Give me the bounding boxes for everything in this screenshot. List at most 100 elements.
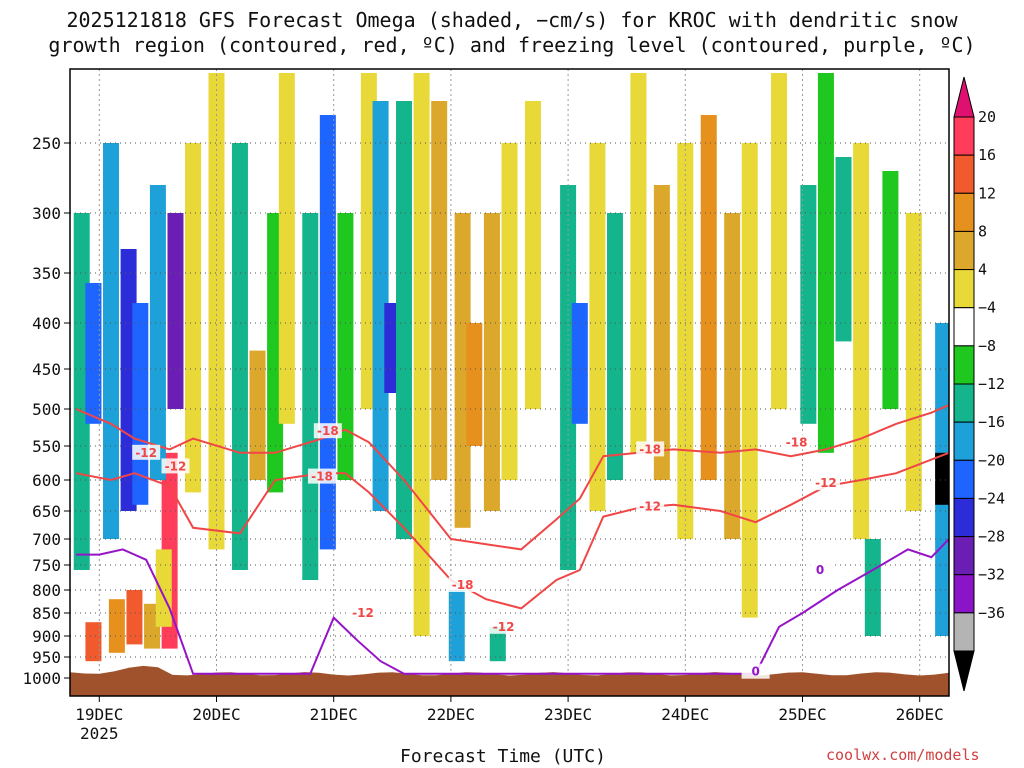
omega-cell: [149, 185, 166, 480]
contour-label: -12: [493, 620, 515, 634]
omega-cell: [589, 143, 606, 511]
contour-label: 0: [816, 563, 824, 577]
colorbar-swatch: [953, 459, 975, 499]
omega-cell: [103, 143, 120, 539]
colorbar-bottom-arrow: [953, 650, 975, 692]
contour-label: -12: [352, 606, 374, 620]
omega-cell: [448, 590, 465, 662]
colorbar-swatch: [953, 383, 975, 423]
omega-cell: [571, 303, 588, 424]
contour-label: -18: [452, 578, 474, 592]
colorbar-label: −8: [978, 337, 996, 355]
colorbar-swatch: [953, 536, 975, 576]
x-tick-label: 26DEC: [896, 705, 944, 724]
omega-cell: [185, 143, 202, 493]
contour-label: -12: [165, 459, 187, 473]
colorbar-swatch: [953, 612, 975, 652]
omega-cell: [108, 599, 125, 653]
colorbar-swatch: [953, 421, 975, 461]
colorbar-label: −24: [978, 489, 1005, 507]
y-tick-label: 300: [32, 204, 61, 223]
contour-label-bg: [132, 444, 161, 460]
x-tick-label: 19DEC: [75, 705, 123, 724]
omega-cell: [155, 549, 172, 627]
omega-cell: [700, 115, 717, 480]
colorbar-label: −28: [978, 528, 1005, 546]
y-tick-label: 800: [32, 581, 61, 600]
omega-cell: [653, 185, 670, 480]
y-tick-label: 850: [32, 604, 61, 623]
contour-label: -18: [639, 442, 661, 456]
colorbar-label: 4: [978, 261, 987, 279]
omega-cell: [396, 101, 413, 539]
colorbar-label: −12: [978, 375, 1005, 393]
omega-cell: [630, 73, 647, 453]
contour-label: 0: [751, 665, 759, 679]
contour-label: -12: [639, 500, 661, 514]
omega-cell: [249, 350, 266, 480]
omega-cell: [85, 283, 102, 424]
colorbar-swatch: [953, 497, 975, 538]
contours: -18 -12 -12 -18 -12 -18 -12 -18 -12 -18 -12 0 0: [75, 404, 949, 679]
omega-cell: [741, 143, 758, 618]
omega-cell: [372, 101, 389, 511]
credit-link[interactable]: coolwx.com/models: [826, 746, 980, 764]
colorbar-swatch: [953, 116, 975, 156]
omega-cell: [905, 213, 922, 511]
contour-label-bg: [489, 618, 518, 634]
omega-cell: [524, 101, 541, 409]
omega-cell: [835, 157, 852, 342]
contour-label-bg: [782, 434, 811, 450]
chart-title-line-2: growth region (contoured, red, ºC) and f…: [48, 33, 976, 57]
omega-cell: [278, 73, 295, 424]
x-tick-label: 23DEC: [544, 705, 592, 724]
colorbar-label: −20: [978, 451, 1005, 469]
colorbar-label: 16: [978, 146, 996, 164]
y-tick-label: 500: [32, 400, 61, 419]
omega-cell: [935, 452, 949, 505]
plot-frame: [69, 68, 950, 697]
omega-cell: [85, 622, 102, 662]
colorbar-swatch: [953, 230, 975, 271]
y-tick-label: 600: [32, 471, 61, 490]
x-tick-label: 25DEC: [778, 705, 826, 724]
contour-line: [75, 404, 949, 551]
contour-label: -18: [786, 435, 808, 449]
colorbar-label: −16: [978, 413, 1005, 431]
contour-label-bg: [349, 605, 377, 620]
colorbar-swatch: [953, 345, 975, 385]
colorbar-label: 8: [978, 222, 987, 240]
y-tick-label: 550: [32, 437, 61, 456]
x-axis: 19DEC 20DEC 21DEC 22DEC 23DEC 24DEC 25DEC 26DEC…: [75, 696, 944, 743]
omega-cell: [864, 539, 881, 636]
y-tick-label: 250: [32, 134, 61, 153]
contour-label-bg: [636, 498, 665, 514]
terrain-ground: [70, 665, 949, 696]
omega-cell: [466, 323, 483, 446]
y-tick-label: 400: [32, 314, 61, 333]
contour-label-bg: [307, 468, 336, 484]
omega-cell: [454, 213, 471, 528]
omega-cell: [431, 101, 448, 480]
omega-cell: [489, 626, 506, 662]
x-year-label: 2025: [80, 724, 119, 743]
colorbar-swatch: [953, 192, 975, 232]
omega-cell: [231, 143, 248, 570]
omega-cell: [817, 73, 834, 453]
chart-title-line-1: 2025121818 GFS Forecast Omega (shaded, −…: [66, 8, 958, 32]
y-tick-label: 450: [32, 360, 61, 379]
y-tick-label: 900: [32, 627, 61, 646]
y-axis: 250 300 350 400 450 500 550 600 650 700 750 800 850 9…: [22, 134, 70, 688]
omega-cell: [724, 213, 741, 539]
y-tick-label: 700: [32, 530, 61, 549]
omega-cell: [606, 213, 623, 480]
omega-cell: [483, 213, 500, 511]
y-tick-label: 750: [32, 556, 61, 575]
x-tick-label: 22DEC: [427, 705, 475, 724]
x-tick-label: 20DEC: [192, 705, 240, 724]
contour-label: -18: [317, 424, 339, 438]
colorbar-label: −4: [978, 299, 996, 317]
colorbar-swatch: [953, 269, 975, 309]
omega-cell: [800, 185, 817, 424]
